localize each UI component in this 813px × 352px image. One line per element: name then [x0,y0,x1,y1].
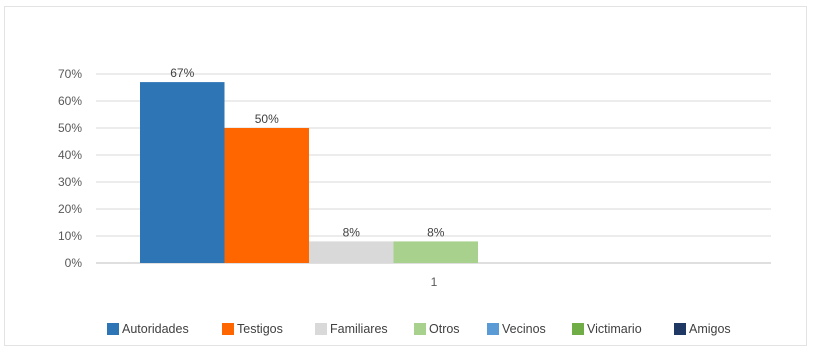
bar-testigos [224,128,309,263]
y-tick-label: 50% [58,121,82,135]
y-tick-label: 10% [58,229,82,243]
data-label-familiares: 8% [343,225,361,239]
legend-swatch [572,323,584,335]
legend-item-vecinos: Vecinos [487,322,546,336]
x-axis-ticks: 1 [431,275,438,289]
legend-label: Amigos [689,322,731,336]
legend-item-autoridades: Autoridades [107,322,189,336]
legend-item-familiares: Familiares [315,322,388,336]
legend-swatch [107,323,119,335]
y-tick-label: 30% [58,175,82,189]
y-tick-label: 70% [58,67,82,81]
y-tick-label: 0% [65,256,83,270]
y-tick-label: 20% [58,202,82,216]
bar-autoridades [140,82,225,263]
x-tick-label: 1 [431,275,438,289]
y-tick-label: 40% [58,148,82,162]
legend-swatch [222,323,234,335]
legend-label: Testigos [237,322,283,336]
y-tick-label: 60% [58,94,82,108]
legend-swatch [315,323,327,335]
data-label-autoridades: 67% [170,66,194,80]
legend-swatch [487,323,499,335]
legend-label: Familiares [330,322,388,336]
legend-label: Vecinos [502,322,546,336]
bars [140,82,478,263]
legend-label: Otros [429,322,460,336]
legend-item-amigos: Amigos [674,322,731,336]
legend-label: Victimario [587,322,642,336]
y-axis-ticks: 0% 10% 20% 30% 40% 50% 60% 70% [58,67,82,270]
legend-item-victimario: Victimario [572,322,642,336]
bar-familiares [309,241,394,263]
legend-swatch [414,323,426,335]
legend-swatch [674,323,686,335]
data-label-testigos: 50% [255,112,279,126]
legend: Autoridades Testigos Familiares Otros Vecino… [107,322,731,336]
legend-label: Autoridades [122,322,189,336]
legend-item-testigos: Testigos [222,322,283,336]
bar-otros [393,241,478,263]
data-labels: 67% 50% 8% 8% [170,66,445,239]
chart-frame [4,6,807,346]
data-label-otros: 8% [427,225,445,239]
legend-item-otros: Otros [414,322,460,336]
